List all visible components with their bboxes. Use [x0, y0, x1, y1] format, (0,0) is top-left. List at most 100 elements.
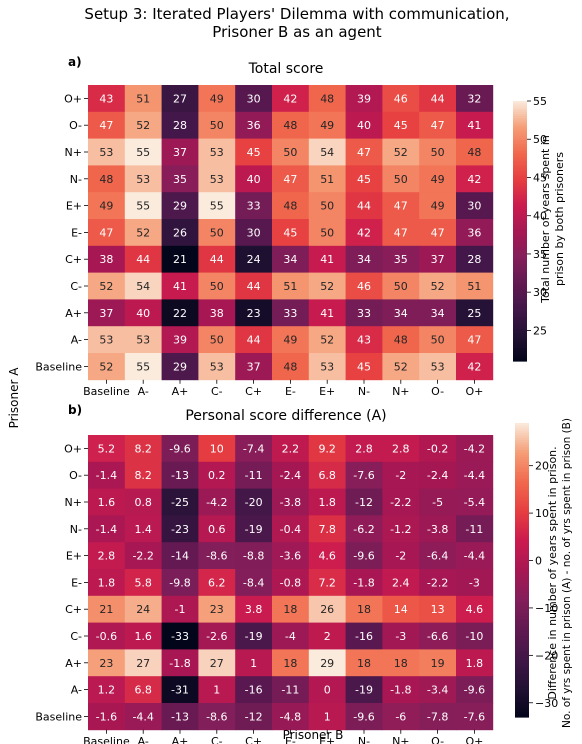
colorbar-b-label-line1: Difference in number of years spent in p… [546, 446, 559, 699]
heatmap-cell [345, 326, 383, 354]
cell-value-label: 2.4 [392, 576, 410, 589]
colorbar-gradient-segment [515, 582, 529, 586]
colorbar-gradient-segment [513, 207, 527, 210]
heatmap-cell [88, 542, 126, 570]
cell-value-label: 23 [247, 307, 261, 320]
cell-value-label: 21 [173, 253, 187, 266]
colorbar-gradient-segment [515, 491, 529, 495]
colorbar-gradient-segment [513, 252, 527, 256]
heatmap-cell [124, 703, 162, 731]
cell-value-label: 43 [99, 92, 113, 105]
heatmap-cell [345, 515, 383, 543]
heatmap-cell [272, 326, 310, 354]
colorbar-gradient-segment [513, 350, 527, 353]
cell-value-label: 7.2 [318, 576, 336, 589]
colorbar-gradient-segment [515, 494, 529, 498]
colorbar-gradient-segment [515, 472, 529, 476]
heatmap-cell [345, 192, 383, 220]
colorbar-gradient-segment [515, 445, 529, 449]
heatmap-cell [308, 569, 346, 597]
cell-value-label: 7.8 [318, 523, 336, 536]
heatmap-cell [88, 703, 126, 731]
colorbar-gradient-segment [515, 668, 529, 672]
colorbar-gradient-segment [513, 300, 527, 304]
colorbar-gradient-segment [513, 224, 527, 228]
heatmap-cell [272, 272, 310, 300]
heatmap-cell [308, 138, 346, 166]
cell-value-label: -31 [171, 684, 189, 697]
colorbar-gradient-segment [515, 599, 529, 603]
cell-value-label: -11 [245, 469, 263, 482]
colorbar-gradient-segment [513, 172, 527, 176]
heatmap-cell [419, 165, 457, 193]
cell-value-label: 44 [357, 200, 371, 213]
colorbar-gradient-segment [515, 555, 529, 559]
colorbar-gradient-segment [515, 692, 529, 696]
colorbar-gradient-segment [515, 427, 529, 431]
cell-value-label: 18 [357, 657, 371, 670]
colorbar-gradient-segment [513, 127, 527, 130]
heatmap-cell [345, 245, 383, 273]
cell-value-label: 40 [136, 307, 150, 320]
cell-value-label: 2.8 [392, 442, 410, 455]
colorbar-gradient-segment [513, 122, 527, 126]
heatmap-cell [161, 165, 199, 193]
heatmap-cell [198, 461, 236, 489]
x-tick-label: C+ [245, 735, 262, 744]
colorbar-gradient-segment [515, 636, 529, 640]
cell-value-label: -12 [245, 710, 263, 723]
cell-value-label: 41 [320, 307, 334, 320]
cell-value-label: 2.8 [355, 442, 373, 455]
heatmap-cell [235, 542, 273, 570]
cell-value-label: -12 [355, 496, 373, 509]
cell-value-label: -9.6 [353, 550, 374, 563]
cell-value-label: -7.4 [243, 442, 264, 455]
heatmap-cell [456, 111, 494, 139]
cell-value-label: -20 [245, 496, 263, 509]
cell-value-label: 47 [394, 226, 408, 239]
cell-value-label: 10 [210, 442, 224, 455]
heatmap-cell [345, 272, 383, 300]
heatmap-cell [161, 435, 199, 463]
colorbar-gradient-segment [513, 341, 527, 345]
heatmap-cell [272, 138, 310, 166]
colorbar-gradient-segment [513, 131, 527, 135]
y-tick-label: N+ [65, 496, 82, 509]
heatmap-cell [235, 622, 273, 650]
y-tick-label: N+ [65, 146, 82, 159]
heatmap-cell [272, 192, 310, 220]
heatmap-cell [124, 542, 162, 570]
heatmap-cell [345, 219, 383, 247]
heatmap-cell [345, 622, 383, 650]
cell-value-label: 18 [283, 603, 297, 616]
cell-value-label: 33 [283, 307, 297, 320]
heatmap-cell [235, 272, 273, 300]
y-tick-label: A- [71, 684, 82, 697]
heatmap-cell [88, 649, 126, 677]
cell-value-label: -8.6 [206, 710, 227, 723]
cell-value-label: 45 [283, 226, 297, 239]
colorbar-gradient-segment [513, 144, 527, 148]
colorbar-gradient-segment [515, 643, 529, 647]
colorbar-gradient-segment [513, 287, 527, 291]
cell-value-label: 0 [324, 684, 331, 697]
colorbar-gradient-segment [513, 157, 527, 161]
heatmap-cell [235, 165, 273, 193]
colorbar-gradient-segment [515, 464, 529, 468]
cell-value-label: 0.6 [208, 523, 226, 536]
heatmap-cell [345, 165, 383, 193]
heatmap-cell [124, 219, 162, 247]
colorbar-gradient-segment [515, 452, 529, 456]
cell-value-label: 30 [247, 226, 261, 239]
heatmap-cell [161, 326, 199, 354]
colorbar-gradient-segment [513, 155, 527, 158]
heatmap-cell [382, 649, 420, 677]
colorbar-gradient-segment [515, 619, 529, 623]
personal-score-difference-heatmap: 5.2 8.2 -9.6 10 -7.4 2.2 9.2 2.8 2.8 -0.2 -4.2O+-1… [35, 435, 494, 744]
cell-value-label: 42 [357, 226, 371, 239]
cell-value-label: 47 [283, 173, 297, 186]
colorbar-gradient-segment [513, 309, 527, 312]
cell-value-label: 39 [173, 334, 187, 347]
x-tick-label: O+ [465, 735, 483, 744]
heatmap-cell [308, 85, 346, 113]
